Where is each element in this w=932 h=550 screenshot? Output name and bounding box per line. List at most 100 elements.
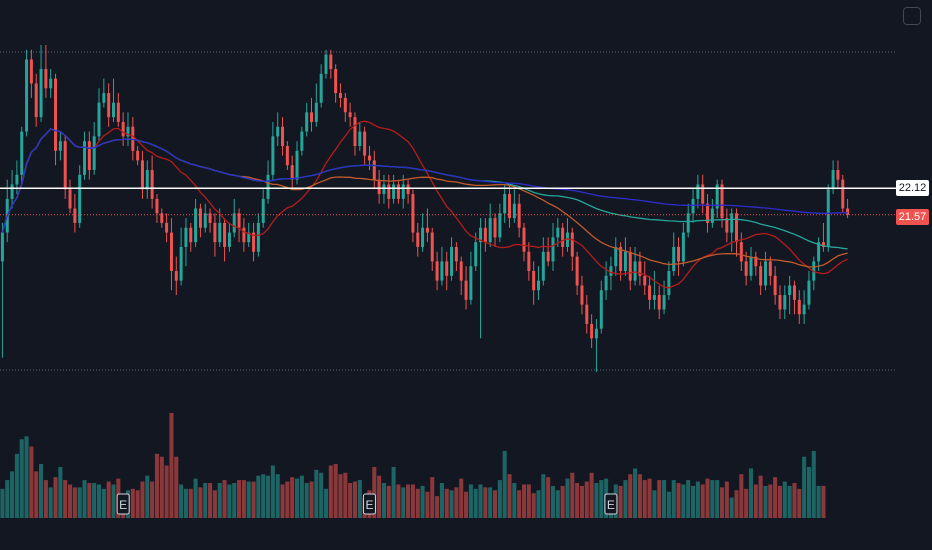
candle-body bbox=[720, 184, 724, 219]
volume-bar bbox=[415, 488, 420, 518]
candle-body bbox=[541, 251, 545, 281]
candle-body bbox=[768, 261, 772, 276]
candle-body bbox=[343, 97, 347, 113]
volume-bar bbox=[565, 478, 570, 518]
candle-body bbox=[348, 112, 352, 118]
candle-body bbox=[488, 218, 492, 243]
candle-body bbox=[522, 227, 526, 252]
candle-body bbox=[363, 131, 367, 156]
volume-bar bbox=[386, 485, 391, 518]
candle-body bbox=[623, 251, 627, 272]
candle-body bbox=[788, 285, 792, 296]
candle-body bbox=[314, 102, 318, 122]
volume-bar bbox=[497, 480, 502, 518]
candle-body bbox=[324, 54, 328, 74]
candle-body bbox=[155, 198, 159, 214]
candle-body bbox=[401, 184, 405, 199]
candle-body bbox=[285, 145, 289, 166]
candle-body bbox=[213, 222, 217, 243]
candle-body bbox=[517, 203, 521, 228]
candle-body bbox=[300, 131, 304, 151]
candle-body bbox=[372, 160, 376, 180]
volume-bar bbox=[787, 485, 792, 518]
volume-bar bbox=[657, 480, 662, 518]
candle-body bbox=[198, 208, 202, 228]
candle-body bbox=[435, 261, 439, 281]
volume-bar bbox=[536, 490, 541, 518]
volume-bar bbox=[410, 484, 415, 518]
volume-bar bbox=[145, 475, 150, 518]
candle-body bbox=[92, 136, 96, 171]
volume-bar bbox=[179, 484, 184, 518]
earnings-marker-label: E bbox=[119, 498, 127, 512]
candle-body bbox=[536, 280, 540, 291]
candle-body bbox=[677, 246, 681, 262]
volume-bar bbox=[217, 483, 222, 518]
volume-bar bbox=[425, 491, 430, 518]
ma-fast-line bbox=[1, 120, 848, 289]
candle-body bbox=[778, 295, 782, 310]
volume-bar bbox=[512, 483, 517, 518]
candle-body bbox=[846, 208, 850, 215]
volume-bar bbox=[338, 474, 343, 518]
volume-bar bbox=[768, 484, 773, 518]
volume-bar bbox=[343, 472, 348, 518]
candle-body bbox=[730, 213, 734, 233]
volume-bar bbox=[357, 480, 362, 518]
candle-body bbox=[696, 184, 700, 199]
candle-body bbox=[807, 280, 811, 305]
candle-body bbox=[25, 59, 29, 132]
candle-body bbox=[382, 184, 386, 195]
volume-bar bbox=[695, 481, 700, 518]
volume-bar bbox=[401, 487, 406, 518]
candle-body bbox=[63, 141, 67, 190]
candle-body bbox=[483, 227, 487, 243]
candle-body bbox=[464, 280, 468, 300]
candle-body bbox=[140, 160, 144, 190]
candle-body bbox=[686, 213, 690, 233]
volume-bar bbox=[570, 472, 575, 518]
candle-body bbox=[252, 232, 256, 252]
volume-bar bbox=[290, 477, 295, 518]
volume-bar bbox=[266, 475, 271, 518]
candle-body bbox=[421, 227, 425, 247]
volume-bar bbox=[546, 477, 551, 518]
volume-bar bbox=[531, 493, 536, 518]
candle-body bbox=[73, 208, 77, 223]
candle-body bbox=[396, 184, 400, 199]
candle-body bbox=[121, 121, 125, 137]
volume-bar bbox=[208, 483, 213, 518]
volume-bar bbox=[396, 484, 401, 518]
volume-bar bbox=[806, 466, 811, 518]
candle-body bbox=[479, 227, 483, 243]
candle-body bbox=[97, 102, 101, 137]
candle-body bbox=[450, 246, 454, 276]
candlestick-series bbox=[0, 45, 850, 372]
volume-bar bbox=[507, 474, 512, 518]
candle-body bbox=[194, 208, 198, 243]
volume-bar bbox=[700, 484, 705, 518]
volume-bar bbox=[483, 487, 488, 518]
volume-bar bbox=[488, 487, 493, 518]
candle-body bbox=[648, 285, 652, 300]
volume-bar bbox=[314, 469, 319, 518]
volume-bar bbox=[652, 490, 657, 518]
volume-bar bbox=[14, 453, 19, 518]
candle-body bbox=[561, 227, 565, 247]
volume-bar bbox=[560, 485, 565, 518]
candle-body bbox=[759, 266, 763, 286]
candle-body bbox=[334, 69, 338, 94]
volume-bar bbox=[241, 480, 246, 518]
volume-bar bbox=[381, 483, 386, 518]
volume-bar bbox=[246, 481, 251, 518]
candle-body bbox=[87, 141, 91, 171]
candle-body bbox=[565, 232, 569, 247]
candle-body bbox=[310, 112, 314, 122]
volume-bar bbox=[377, 475, 382, 518]
chart-settings-button[interactable] bbox=[903, 7, 921, 25]
candle-body bbox=[430, 232, 434, 262]
volume-bar bbox=[633, 468, 638, 518]
volume-bar bbox=[169, 413, 174, 518]
candle-body bbox=[643, 275, 647, 286]
